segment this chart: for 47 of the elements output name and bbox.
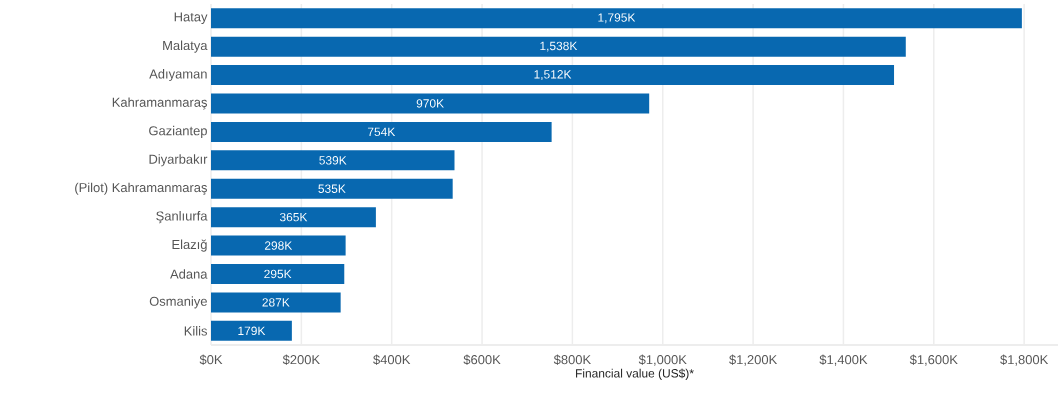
y-tick-label: Kahramanmaraş	[112, 97, 208, 110]
data-label: 287K	[262, 298, 290, 307]
x-tick-label: $0K	[199, 354, 223, 365]
data-label: 1,795K	[598, 13, 636, 24]
y-tick-label: Elazığ	[172, 239, 207, 252]
data-label: 535K	[318, 184, 346, 193]
y-tick-label: Gaziantep	[149, 125, 207, 138]
bar	[211, 36, 906, 57]
y-tick-label: Adıyaman	[149, 69, 207, 82]
bar	[211, 121, 552, 142]
y-tick-label: Diyarbakır	[149, 154, 208, 167]
bar	[211, 93, 650, 114]
x-tick-label: $800K	[553, 354, 591, 365]
y-tick-label: Malatya	[163, 40, 208, 53]
data-label: 1,512K	[534, 70, 572, 80]
bar	[211, 8, 1022, 29]
bar	[211, 150, 455, 171]
x-tick-label: $1,400K	[819, 354, 868, 366]
x-tick-label: $1,800K	[1000, 354, 1049, 366]
x-tick-label: $400K	[373, 354, 411, 365]
data-label: 539K	[319, 156, 347, 165]
data-label: 179K	[238, 326, 266, 336]
data-label: 754K	[367, 127, 396, 137]
bar	[211, 263, 345, 284]
data-label: 298K	[264, 241, 293, 250]
bar	[211, 207, 376, 228]
x-tick-label: $600K	[463, 354, 501, 365]
x-tick-label: $1,600K	[909, 354, 958, 366]
y-tick-label: Osmaniye	[149, 296, 207, 309]
y-tick-label: Adana	[170, 269, 208, 279]
y-tick-label: Hatay	[174, 12, 208, 25]
data-label: 365K	[279, 212, 308, 222]
data-label: 970K	[416, 99, 444, 108]
y-tick-label: (Pilot) Kahramanmaraş	[75, 182, 207, 195]
x-axis-title: Financial value (US$)*	[576, 368, 694, 380]
bar	[211, 65, 895, 86]
x-tick-label: $1,000K	[638, 354, 687, 366]
data-label: 1,538K	[540, 41, 578, 52]
bar	[211, 320, 292, 341]
bar	[211, 292, 341, 313]
y-tick-label: Şanlıurfa	[156, 211, 208, 224]
bar	[211, 178, 453, 199]
x-tick-label: $200K	[282, 354, 320, 365]
bar	[211, 235, 346, 256]
x-tick-label: $1,200K	[729, 354, 778, 366]
y-tick-label: Kilis	[184, 326, 208, 336]
data-label: 295K	[264, 269, 292, 279]
